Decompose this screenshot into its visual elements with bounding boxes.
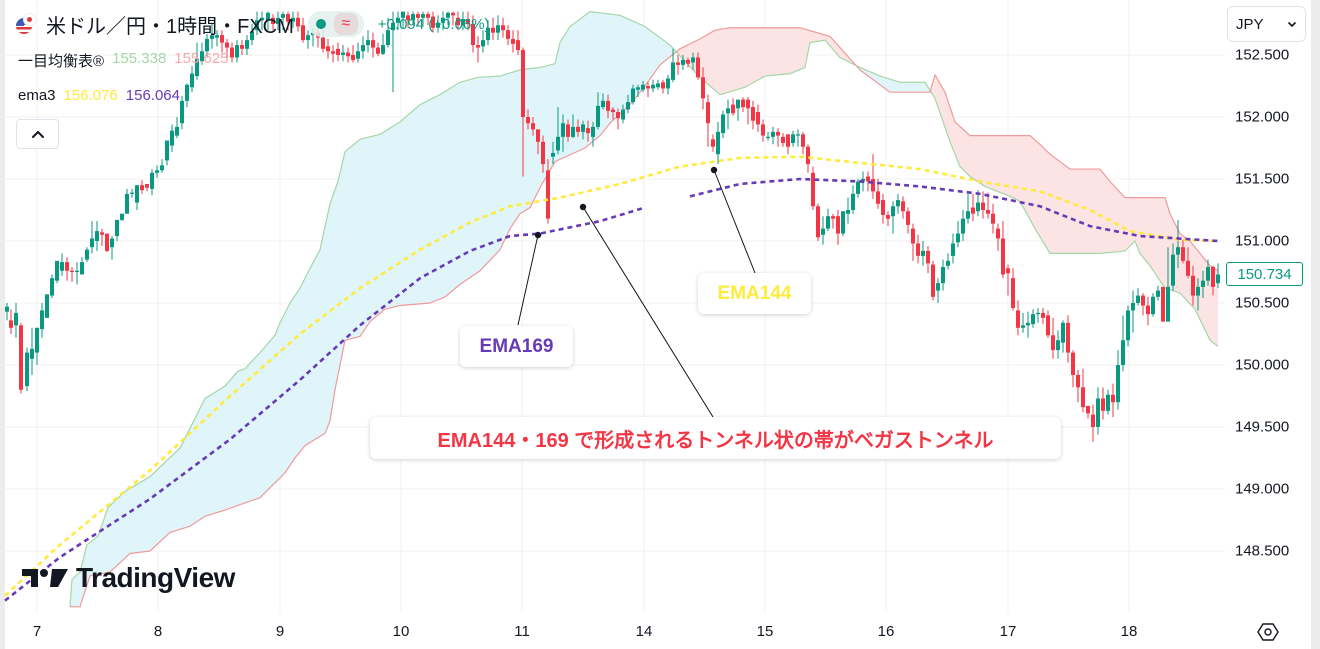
legend-ema144-value: 156.076	[63, 87, 118, 104]
left-edge-strip	[0, 0, 5, 649]
collapse-legend-button[interactable]	[16, 119, 59, 149]
annotation-leader-lines	[517, 166, 756, 418]
delayed-data-icon[interactable]: ≈	[333, 13, 358, 35]
time-tick-label: 10	[392, 623, 410, 640]
last-price-label: 150.734	[1226, 262, 1303, 286]
legend-ichimoku[interactable]: 一目均衡表® 155.338 155.625	[18, 50, 229, 71]
candlesticks	[5, 11, 1220, 442]
price-tick-label: 151.500	[1235, 170, 1290, 188]
legend-ichimoku-name[interactable]: 一目均衡表®	[18, 53, 105, 70]
legend-ema169-value: 156.064	[125, 87, 180, 104]
tradingview-mark-icon	[22, 569, 68, 587]
callout-vegas-tunnel-note[interactable]: EMA144・169 で形成されるトンネル状の帯がベガストンネル	[370, 417, 1061, 459]
symbol-title[interactable]: 米ドル／円・1時間・FXCM	[46, 15, 294, 38]
price-chart-plot[interactable]	[0, 0, 1225, 612]
symbol-header: 米ドル／円・1時間・FXCM ≈ +0.094 (+0.06%)	[16, 10, 490, 38]
time-tick-label: 16	[877, 623, 895, 640]
callout-ema144[interactable]: EMA144	[698, 273, 811, 314]
market-open-dot-icon	[315, 19, 326, 29]
price-tick-label: 152.000	[1235, 108, 1290, 126]
price-tick-label: 150.000	[1235, 356, 1290, 374]
time-tick-label: 11	[514, 623, 530, 640]
callout-ema169[interactable]: EMA169	[460, 326, 573, 367]
currency-label: JPY	[1236, 15, 1264, 33]
price-axis[interactable]: 152.500 152.000 151.500 151.000 150.500 150.0…	[1225, 0, 1311, 612]
price-tick-label: 148.500	[1235, 542, 1290, 560]
time-tick-label: 18	[1120, 623, 1138, 640]
legend-ichimoku-value-b: 155.625	[174, 50, 229, 67]
legend-ema[interactable]: ema3 156.076 156.064	[18, 87, 180, 104]
chevron-down-icon	[1287, 21, 1297, 28]
price-tick-label: 151.000	[1235, 232, 1290, 250]
price-change: +0.094 (+0.06%)	[377, 15, 490, 33]
legend-ichimoku-value-a: 155.338	[112, 50, 167, 67]
legend-ema-name[interactable]: ema3	[18, 87, 56, 104]
time-tick-label: 15	[756, 623, 774, 640]
ichimoku-cloud	[70, 11, 1218, 607]
price-tick-label: 150.500	[1235, 294, 1290, 312]
price-tick-label: 149.500	[1235, 418, 1290, 436]
price-tick-label: 149.000	[1235, 480, 1290, 498]
ichimoku-spans	[69, 10, 1219, 608]
time-axis[interactable]: 7 8 9 10 11 14 15 16 17 18	[0, 612, 1225, 649]
ema-lines	[4, 155, 1219, 602]
time-tick-label: 7	[32, 623, 42, 640]
time-tick-label: 14	[635, 623, 653, 640]
currency-select[interactable]: JPY	[1227, 6, 1306, 42]
time-tick-label: 8	[153, 623, 163, 640]
usd-jpy-flag-icon	[16, 14, 36, 34]
chevron-up-icon	[31, 130, 44, 138]
time-tick-label: 17	[999, 623, 1017, 640]
tradingview-wordmark: TradingView	[76, 562, 235, 593]
market-status-pill[interactable]: ≈	[307, 11, 364, 37]
tradingview-logo[interactable]: TradingView	[22, 562, 235, 594]
right-scrollbar[interactable]	[1311, 0, 1320, 649]
chart-settings-icon[interactable]	[1256, 620, 1280, 644]
price-tick-label: 152.500	[1235, 46, 1290, 64]
time-tick-label: 9	[275, 623, 285, 640]
